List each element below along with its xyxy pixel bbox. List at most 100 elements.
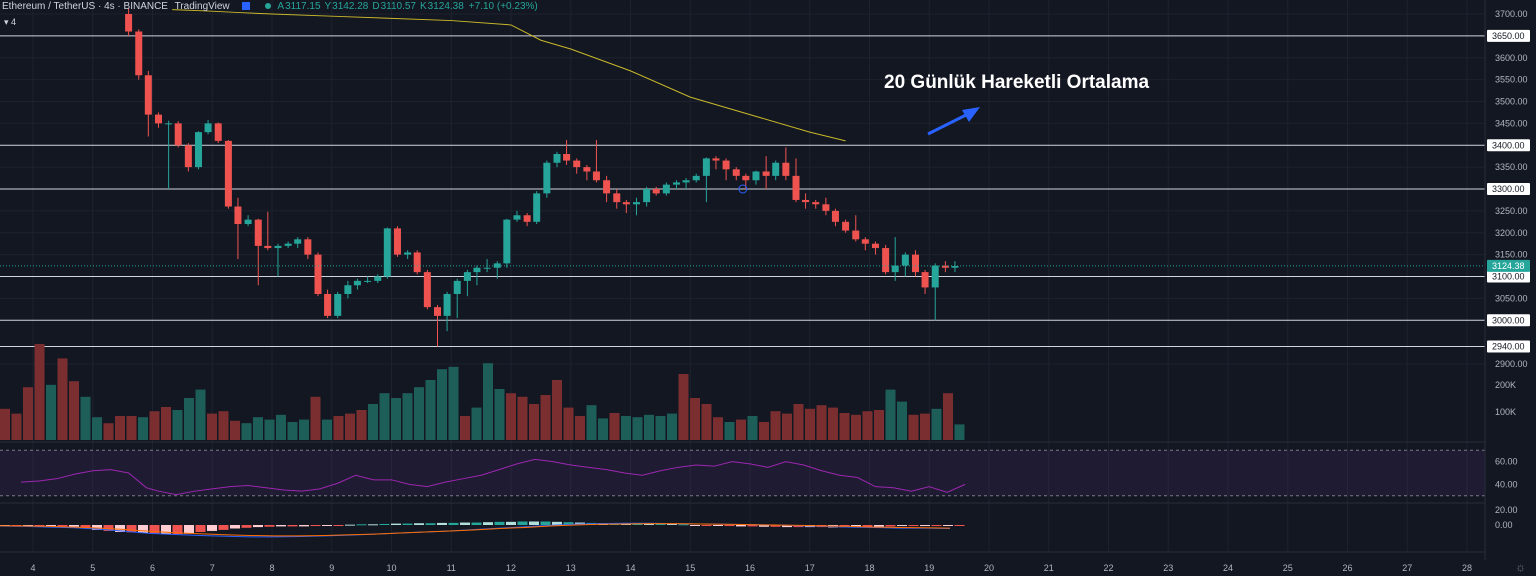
price-tick-label: 3250.00 — [1495, 206, 1528, 216]
candle-body — [752, 171, 760, 181]
volume-bar — [46, 384, 56, 440]
candle-body — [214, 123, 222, 141]
level-price-label-bg — [1487, 314, 1530, 327]
candle-body — [493, 263, 501, 268]
ohlc-key: K — [419, 1, 427, 12]
volume-bar — [724, 422, 735, 440]
time-tick-label: 10 — [386, 563, 396, 573]
candle-body — [184, 145, 192, 168]
volume-bar — [897, 401, 907, 440]
volume-bar — [34, 344, 45, 440]
candle-body — [852, 230, 860, 240]
macd-histogram-bar — [425, 523, 436, 525]
volume-bar — [230, 420, 240, 440]
last-price-label-bg — [1487, 259, 1530, 272]
time-axis[interactable]: 4 5 6 7 8 9 10 11 12 13 14 15 16 17 18 19 20 21 22 23 24 25 26… — [0, 551, 1485, 573]
flag-icon[interactable] — [242, 2, 251, 10]
macd-panel: 20.00 0.00 — [0, 505, 1518, 538]
candle-body — [941, 265, 949, 268]
macd-histogram-bar — [241, 525, 252, 528]
volume-bar — [69, 381, 79, 440]
level-price-label: 2940.00 — [1492, 342, 1525, 352]
candle-body — [583, 167, 591, 172]
rsi-line — [21, 458, 966, 496]
macd-histogram-bar — [391, 523, 401, 525]
volume-bar — [655, 416, 666, 440]
volume-tick-label: 100K — [1495, 407, 1516, 417]
volume-bar — [126, 416, 137, 440]
macd-histogram-bar — [483, 522, 493, 525]
macd-histogram-bar — [345, 524, 355, 526]
candle-body — [174, 123, 182, 146]
indicator-label[interactable]: ▾ 4 — [4, 17, 16, 28]
candle-body — [503, 219, 511, 264]
volume-bar — [828, 407, 838, 440]
volume-bar — [379, 393, 390, 440]
ohlc-values: A3117.15 Y3142.28 D3110.57 K3124.38 +7.10 (+… — [277, 1, 541, 12]
macd-tick-label: 0.00 — [1495, 520, 1513, 530]
time-tick-label: 5 — [90, 563, 95, 573]
volume-bar — [678, 374, 689, 440]
price-tick-label: 2900.00 — [1495, 359, 1528, 369]
price-tick-label: 3200.00 — [1495, 228, 1528, 238]
candle-body — [463, 272, 471, 281]
volume-bar — [793, 404, 804, 440]
macd-histogram-bar — [701, 525, 712, 526]
ohlc-value: 3110.57 — [380, 1, 416, 12]
symbol-title[interactable]: Ethereum / TetherUS · 4s · BINANCE — [2, 1, 168, 12]
candle-body — [234, 206, 242, 224]
volume-bar — [586, 405, 597, 440]
candle-body — [304, 239, 312, 255]
chevron-down-icon[interactable]: ▾ — [4, 17, 9, 27]
ohlc-value: 3117.15 — [285, 1, 321, 12]
candle-body — [603, 180, 611, 194]
macd-histogram-bar — [678, 524, 689, 526]
macd-histogram-bar — [230, 525, 240, 529]
volume-bar — [632, 417, 643, 440]
candle-body — [353, 280, 361, 286]
price-axis[interactable]: 3700.00 3600.00 3550.00 3500.00 3450.00 3350.… — [0, 0, 1530, 560]
level-price-label-bg — [1487, 29, 1530, 42]
candle-body — [871, 243, 879, 249]
macd-histogram-bar — [126, 525, 137, 533]
ohlc-value: 3142.28 — [332, 1, 369, 12]
candle-body — [144, 75, 152, 115]
candle-body — [921, 272, 929, 288]
volume-bar — [115, 416, 125, 440]
candles[interactable] — [125, 8, 959, 347]
time-tick-label: 4 — [30, 563, 35, 573]
time-tick-label: 12 — [506, 563, 516, 573]
market-status-icon — [265, 3, 272, 9]
macd-histogram-bar — [782, 525, 792, 528]
macd-histogram-bar — [287, 525, 298, 527]
volume-bar — [931, 408, 942, 440]
volume-bar — [437, 369, 447, 440]
annotation-arrow[interactable] — [927, 107, 980, 136]
volume-bar — [172, 410, 183, 440]
price-tick-label: 3500.00 — [1495, 97, 1528, 107]
candle-body — [453, 280, 461, 294]
macd-histogram-bar — [931, 525, 942, 527]
macd-histogram-bar — [23, 525, 33, 526]
volume-bar — [517, 396, 528, 440]
time-tick-label: 6 — [150, 563, 155, 573]
time-tick-label: 13 — [566, 563, 576, 573]
candle-body — [861, 239, 869, 244]
macd-histogram-bar — [874, 525, 884, 527]
candle-body — [822, 204, 830, 211]
time-tick-label: 21 — [1044, 563, 1054, 573]
candle-body — [513, 215, 521, 220]
annotation-text[interactable]: 20 Günlük Hareketli Ortalama — [884, 72, 1150, 93]
macd-histogram-bar — [724, 525, 735, 527]
macd-histogram-bar — [299, 525, 309, 527]
volume-bar — [782, 413, 792, 440]
level-price-label: 3400.00 — [1492, 140, 1525, 150]
candle-body — [882, 248, 890, 273]
gear-icon[interactable]: ☼ — [1515, 560, 1526, 574]
volume-tick-label: 200K — [1495, 380, 1516, 390]
volume-bar — [483, 363, 493, 440]
volume-bar — [368, 404, 378, 440]
time-tick-label: 17 — [805, 563, 815, 573]
candle-body — [912, 254, 920, 273]
